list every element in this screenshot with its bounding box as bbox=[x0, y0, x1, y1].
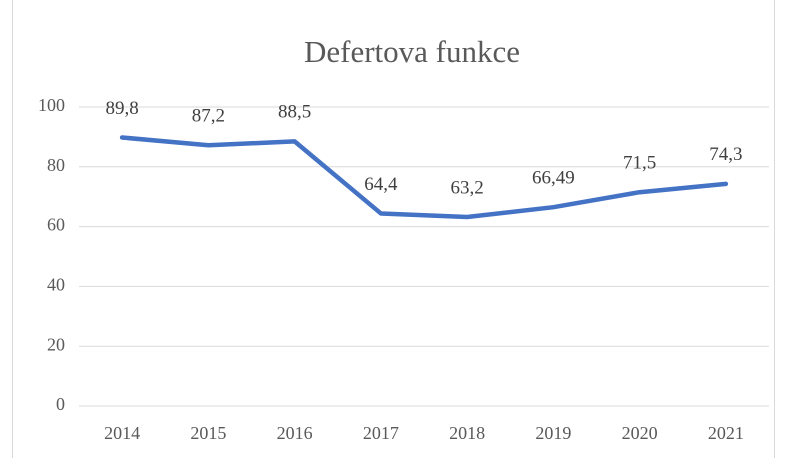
data-label: 66,49 bbox=[532, 168, 575, 189]
data-label: 74,3 bbox=[709, 144, 742, 165]
data-label: 89,8 bbox=[106, 98, 139, 119]
x-tick-label: 2015 bbox=[190, 423, 226, 443]
data-label: 63,2 bbox=[451, 177, 484, 198]
y-tick-label: 60 bbox=[47, 215, 65, 235]
chart-frame bbox=[12, 0, 775, 458]
y-tick-label: 0 bbox=[56, 394, 65, 414]
x-tick-label: 2021 bbox=[708, 423, 744, 443]
data-label: 71,5 bbox=[623, 153, 656, 174]
data-label: 88,5 bbox=[278, 102, 311, 123]
chart-title: Defertova funkce bbox=[304, 34, 520, 69]
data-line bbox=[119, 135, 729, 220]
x-tick-label: 2020 bbox=[622, 423, 658, 443]
x-tick-label: 2017 bbox=[363, 423, 399, 443]
x-tick-label: 2016 bbox=[277, 423, 313, 443]
y-tick-label: 20 bbox=[47, 334, 65, 354]
data-label: 64,4 bbox=[364, 174, 398, 195]
y-tick-label: 100 bbox=[38, 95, 65, 115]
y-tick-label: 40 bbox=[47, 275, 65, 295]
x-tick-label: 2018 bbox=[449, 423, 485, 443]
x-tick-label: 2019 bbox=[535, 423, 571, 443]
data-label: 87,2 bbox=[192, 106, 225, 127]
y-tick-label: 80 bbox=[47, 155, 65, 175]
x-tick-label: 2014 bbox=[104, 423, 140, 443]
